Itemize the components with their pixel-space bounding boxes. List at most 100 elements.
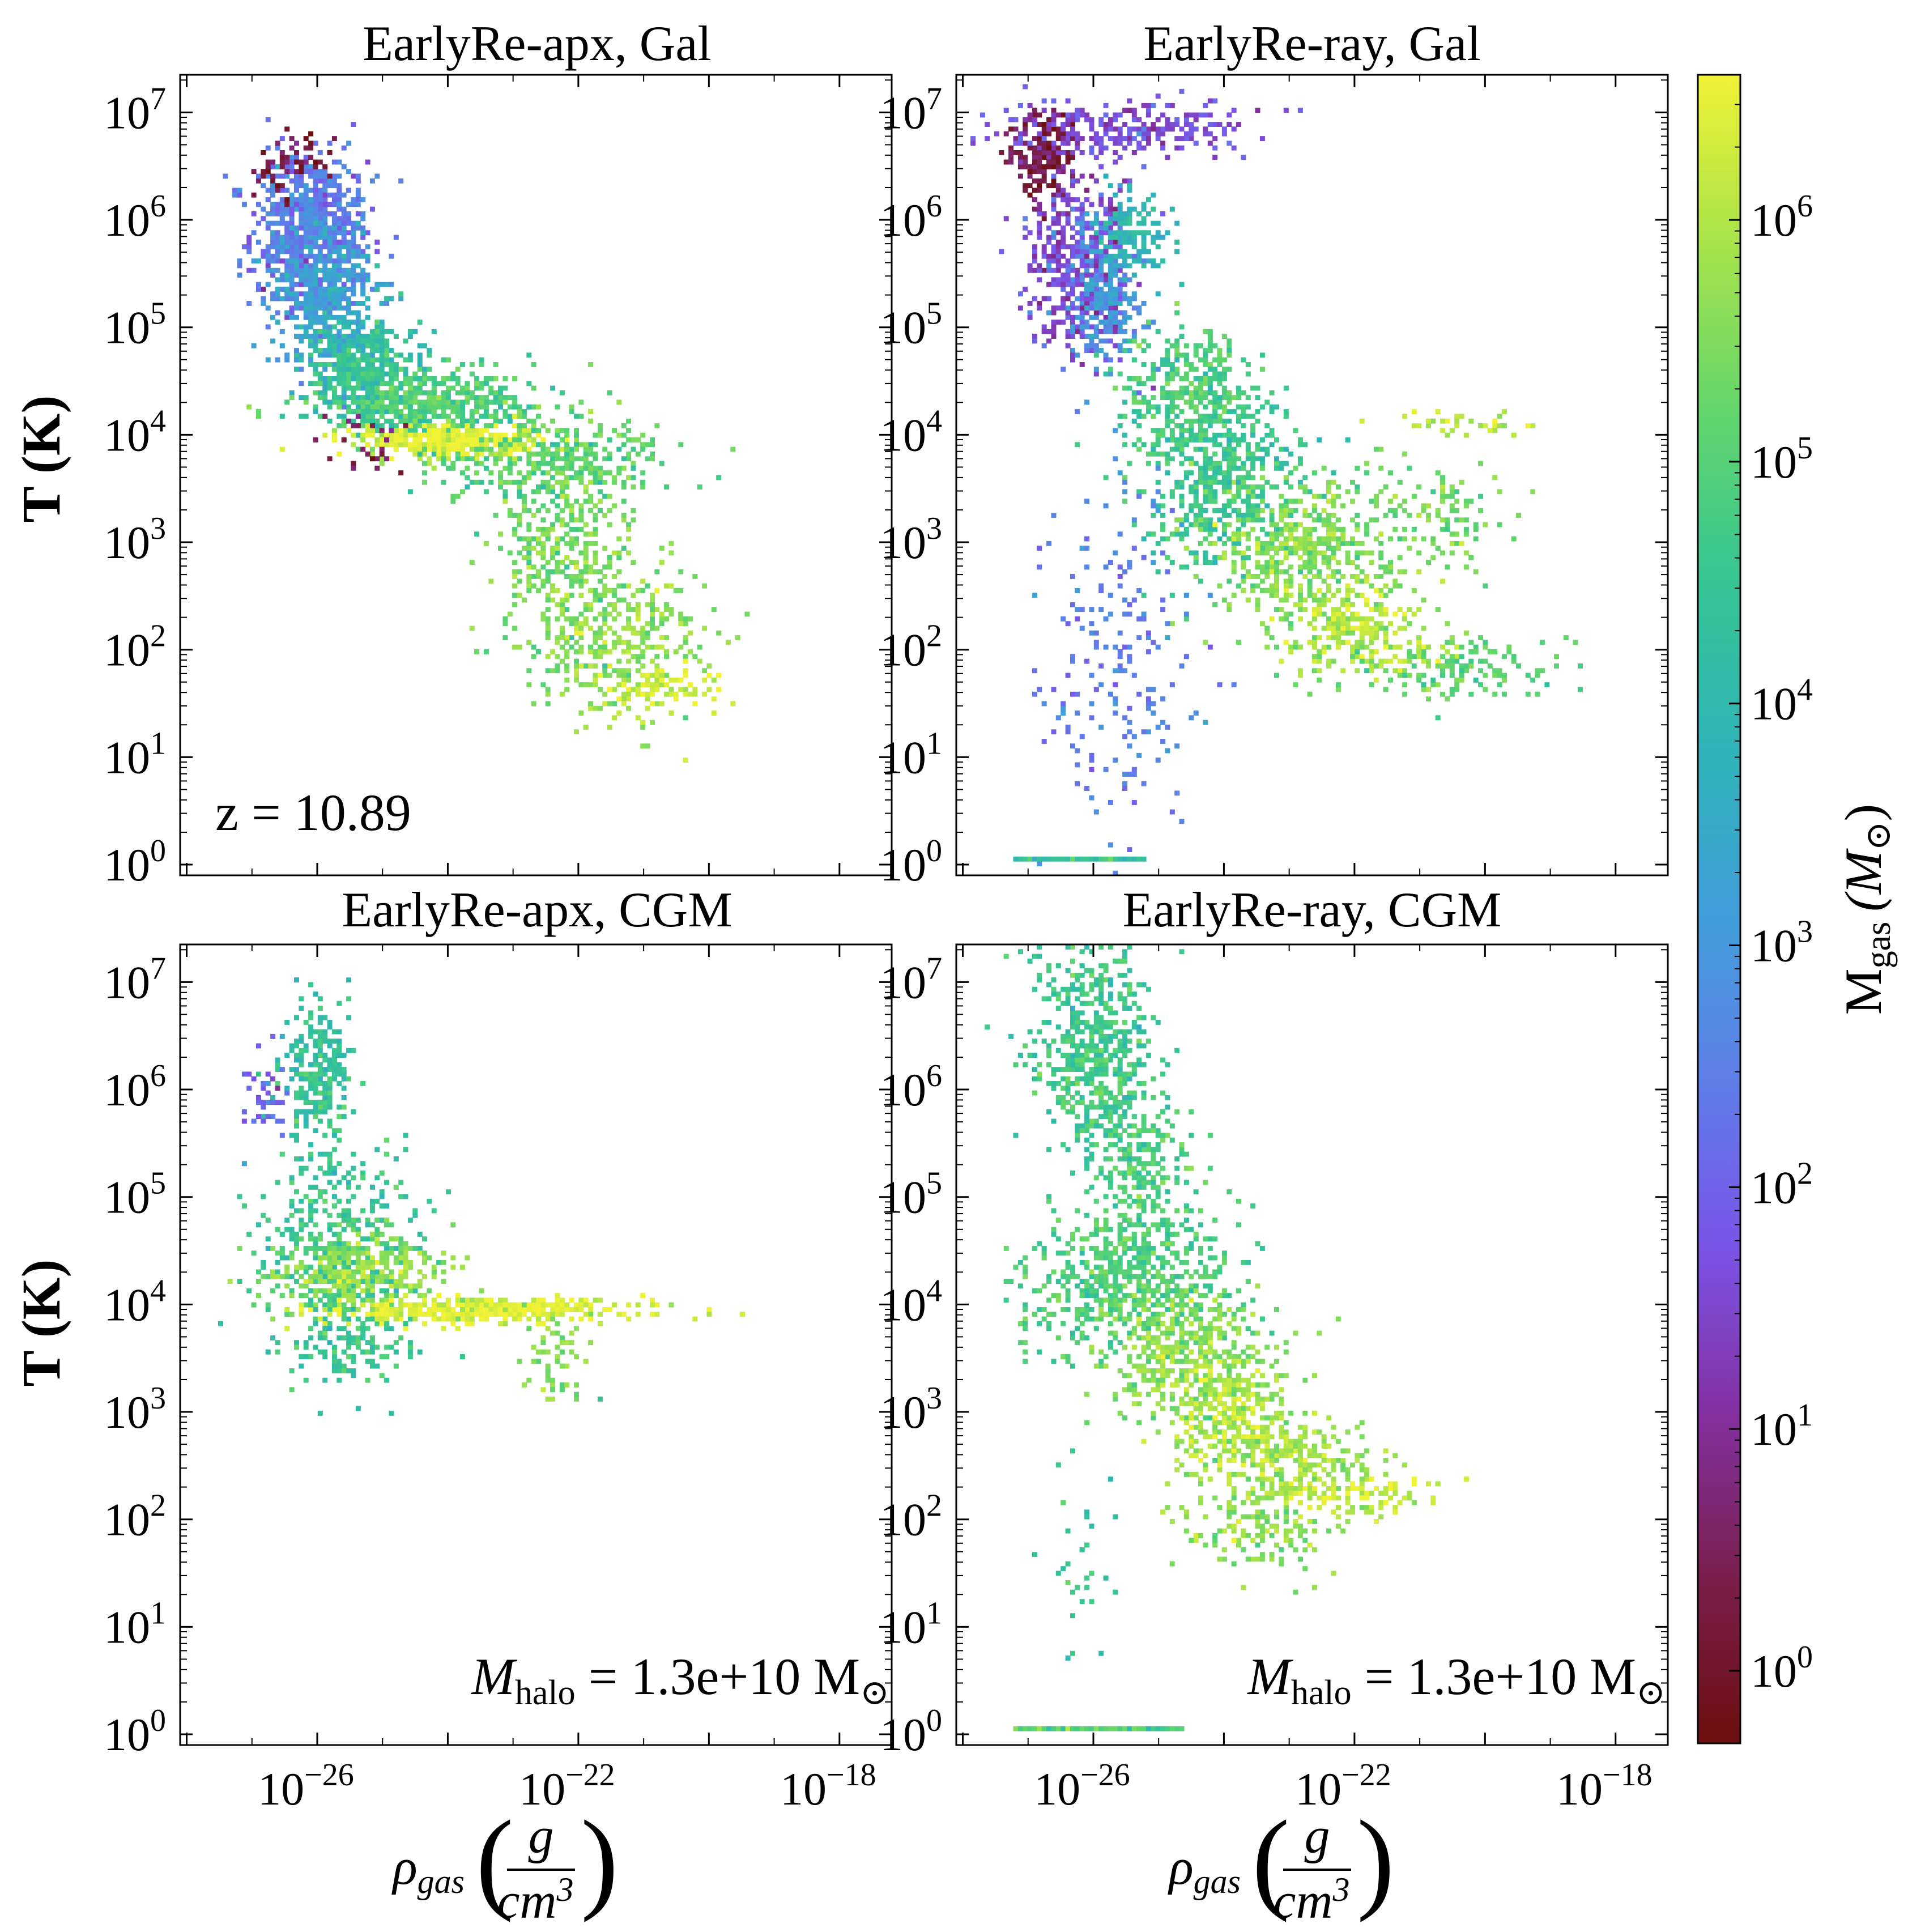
heatmap-cell xyxy=(1103,616,1109,622)
heatmap-cell xyxy=(1203,414,1208,419)
heatmap-cell xyxy=(270,267,276,273)
heatmap-cell xyxy=(346,273,352,278)
heatmap-cell xyxy=(1027,145,1033,151)
heatmap-cell xyxy=(1207,531,1213,537)
heatmap-cell xyxy=(1131,376,1137,381)
heatmap-cell xyxy=(1131,418,1137,424)
heatmap-cell xyxy=(588,564,594,570)
heatmap-cell xyxy=(583,616,589,622)
heatmap-cell xyxy=(1155,541,1161,546)
heatmap-cell xyxy=(1179,352,1185,358)
heatmap-cell xyxy=(1089,235,1094,240)
heatmap-cell xyxy=(1255,574,1260,579)
heatmap-cell xyxy=(1179,819,1185,824)
heatmap-cell xyxy=(1155,220,1161,226)
heatmap-cell xyxy=(337,244,342,250)
heatmap-cell xyxy=(1151,395,1156,401)
heatmap-cell xyxy=(507,456,513,462)
heatmap-cell xyxy=(303,159,309,165)
heatmap-cell xyxy=(1307,526,1313,532)
heatmap-cell xyxy=(1108,305,1113,311)
heatmap-cell xyxy=(1297,522,1303,527)
heatmap-cell xyxy=(1226,418,1232,424)
heatmap-cell xyxy=(303,164,309,169)
heatmap-cell xyxy=(261,296,266,301)
heatmap-cell xyxy=(369,418,375,424)
heatmap-cell xyxy=(1075,244,1080,250)
heatmap-cell xyxy=(1070,263,1075,269)
heatmap-cell xyxy=(578,414,584,419)
heatmap-cell xyxy=(540,461,546,466)
heatmap-cell xyxy=(602,546,608,551)
heatmap-cell xyxy=(1160,526,1166,532)
heatmap-cell xyxy=(1113,220,1118,226)
heatmap-cell xyxy=(308,230,314,236)
heatmap-cell xyxy=(1355,465,1360,471)
heatmap-cell xyxy=(1283,541,1289,546)
heatmap-cell xyxy=(664,607,670,612)
heatmap-cell xyxy=(1487,649,1493,654)
heatmap-cell xyxy=(607,725,612,730)
heatmap-cell xyxy=(1445,493,1450,499)
heatmap-cell xyxy=(1221,531,1227,537)
heatmap-cell xyxy=(1093,343,1099,348)
heatmap-cell xyxy=(664,673,670,678)
heatmap-cell xyxy=(341,390,347,395)
heatmap-cell xyxy=(1198,414,1203,419)
heatmap-cell xyxy=(1131,338,1137,344)
heatmap-cell xyxy=(1055,211,1061,216)
heatmap-cell xyxy=(365,352,370,358)
heatmap-cell xyxy=(360,338,366,344)
heatmap-cell xyxy=(403,395,408,401)
heatmap-cell xyxy=(1070,691,1075,697)
heatmap-cell xyxy=(1203,493,1208,499)
heatmap-cell xyxy=(294,305,299,311)
heatmap-cell xyxy=(1070,150,1075,155)
heatmap-cell xyxy=(574,499,579,504)
heatmap-cell xyxy=(1151,376,1156,381)
heatmap-cell xyxy=(465,475,470,480)
heatmap-cell xyxy=(597,578,603,584)
heatmap-cell xyxy=(526,555,532,560)
heatmap-cell xyxy=(1013,150,1019,155)
heatmap-cell xyxy=(1189,362,1194,367)
heatmap-cell xyxy=(322,273,328,278)
heatmap-cell xyxy=(1179,503,1185,509)
heatmap-cell xyxy=(417,414,423,419)
heatmap-cell xyxy=(1079,206,1085,212)
heatmap-cell xyxy=(422,404,427,410)
heatmap-cell xyxy=(502,442,508,448)
heatmap-cell xyxy=(322,164,328,169)
heatmap-cell xyxy=(697,644,702,650)
heatmap-cell xyxy=(1321,508,1327,513)
heatmap-cell xyxy=(531,437,536,442)
heatmap-cell xyxy=(578,550,584,556)
heatmap-cell xyxy=(583,531,589,537)
heatmap-cell xyxy=(540,456,546,462)
heatmap-cell xyxy=(1183,371,1189,377)
heatmap-cell xyxy=(1055,155,1061,160)
heatmap-cell xyxy=(1203,371,1208,377)
heatmap-cell xyxy=(1145,531,1151,537)
heatmap-cell xyxy=(1255,560,1260,565)
heatmap-cell xyxy=(1236,640,1241,645)
heatmap-cell xyxy=(1312,658,1317,664)
heatmap-cell xyxy=(474,399,480,405)
heatmap-cell xyxy=(1317,602,1322,607)
heatmap-cell xyxy=(1236,531,1241,537)
heatmap-cell xyxy=(1459,479,1464,485)
heatmap-cell xyxy=(597,499,603,504)
heatmap-cell xyxy=(683,715,688,721)
heatmap-cell xyxy=(1189,508,1194,513)
heatmap-cell xyxy=(1127,847,1132,852)
heatmap-cell xyxy=(1449,654,1455,659)
heatmap-cell xyxy=(427,348,432,353)
heatmap-cell xyxy=(1350,517,1355,523)
heatmap-cell xyxy=(441,461,446,466)
heatmap-cell xyxy=(683,687,688,692)
heatmap-cell xyxy=(1155,136,1161,141)
heatmap-cell xyxy=(1117,202,1123,207)
heatmap-cell xyxy=(683,640,688,645)
heatmap-cell xyxy=(583,607,589,612)
heatmap-cell xyxy=(393,367,399,372)
